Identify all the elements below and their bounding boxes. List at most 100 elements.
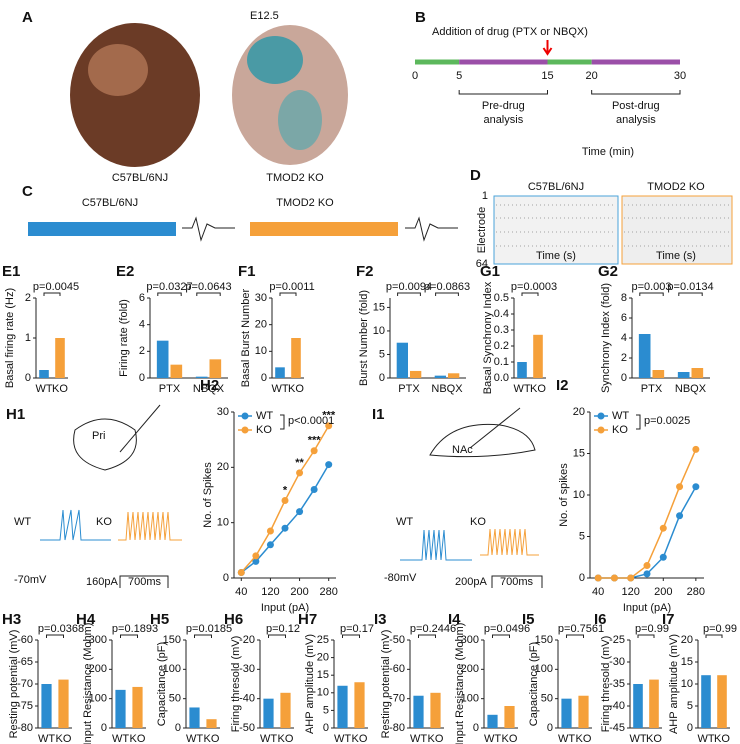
x-tick-label: KO — [576, 733, 592, 744]
y-axis-label: Capacitance (pF) — [528, 642, 540, 726]
legend-label: WT — [256, 410, 273, 422]
y-axis-label: Firing thresold (mV) — [230, 636, 242, 733]
bar — [206, 719, 217, 728]
panel-label: F2 — [356, 263, 374, 280]
point — [281, 497, 289, 505]
p-value: p=0.0327 — [146, 281, 192, 293]
y-tick-label: 0 — [101, 722, 107, 734]
bar — [410, 370, 422, 378]
point — [266, 541, 274, 549]
genotype: WT — [14, 516, 31, 528]
point — [659, 524, 667, 532]
significance-star: * — [283, 484, 288, 496]
x-tick-label: KO — [352, 733, 368, 744]
significance-bracket — [705, 634, 723, 638]
bar — [41, 684, 52, 728]
significance-bracket — [46, 634, 64, 638]
x-tick-label: PTX — [641, 383, 663, 395]
bar — [691, 368, 704, 378]
x-axis-label: Input (pA) — [623, 602, 671, 614]
bar — [430, 692, 441, 728]
y-axis-label: Input Resistance (Mohm) — [454, 623, 466, 744]
pre-label: analysis — [483, 114, 523, 126]
p-value: p=0.12 — [266, 623, 300, 635]
y-tick-label: -20 — [239, 634, 255, 646]
bar — [170, 364, 183, 378]
y-tick-label: 100 — [461, 693, 479, 705]
y-tick-label: 4 — [621, 332, 627, 344]
bar — [280, 692, 291, 728]
point — [627, 574, 635, 582]
bar — [55, 338, 65, 378]
y-tick-label: 0 — [579, 572, 585, 584]
y-tick-label: 200 — [89, 663, 107, 675]
bar — [701, 675, 711, 728]
y-tick-label: 150 — [163, 634, 181, 646]
significance-bracket — [280, 414, 285, 430]
bar — [649, 679, 659, 728]
x-axis-label: Input (pA) — [261, 602, 309, 614]
y-tick-label: -35 — [609, 678, 625, 690]
panel-label: I1 — [372, 406, 385, 423]
x-tick-label: KO — [714, 733, 730, 744]
time-tick: 20 — [586, 70, 598, 82]
legend-marker — [597, 426, 605, 434]
legend-marker — [241, 412, 249, 420]
y-axis-label: Basal Burst Number — [240, 288, 252, 387]
point — [594, 574, 602, 582]
y-tick-label: 10 — [317, 687, 329, 699]
bar — [717, 675, 727, 728]
bar — [396, 342, 408, 378]
point — [643, 570, 651, 578]
y-tick-label: 10 — [255, 345, 267, 357]
x-tick-label: WT — [35, 383, 52, 395]
y-tick-label: -40 — [239, 693, 255, 705]
y-tick-label: -50 — [389, 634, 405, 646]
raster-label: C57BL/6NJ — [528, 181, 584, 193]
y-axis-label: AHP amplitude (mV) — [668, 634, 680, 734]
y-tick-label: 6 — [621, 312, 627, 324]
x-tick-label: PTX — [398, 383, 420, 395]
bar — [504, 706, 515, 728]
panel-label: I7 — [662, 611, 675, 628]
spike-waveform — [405, 216, 458, 242]
y-tick-label: 10 — [681, 678, 693, 690]
significance-star: *** — [322, 410, 336, 422]
y-tick-label: 15 — [317, 669, 329, 681]
x-tick-label: KO — [530, 383, 546, 395]
p-value: p=0.0011 — [269, 281, 314, 293]
voltage-trace — [40, 509, 111, 541]
p-value: p=0.0025 — [644, 415, 690, 427]
y-tick-label: -70 — [17, 678, 33, 690]
scale-bar — [119, 575, 169, 588]
significance-bracket — [194, 634, 212, 638]
bar — [578, 695, 589, 728]
electrode — [469, 407, 521, 449]
x-tick-label: WT — [186, 733, 203, 744]
bar — [487, 714, 498, 728]
region-label: NAc — [452, 444, 473, 456]
bracket — [591, 90, 681, 95]
x-tick-label: WT — [112, 733, 129, 744]
significance-bracket — [157, 292, 182, 296]
p-value: p=0.99 — [635, 623, 669, 635]
legend-marker — [597, 412, 605, 420]
p-value: p=0.003 — [631, 281, 671, 293]
drug-note: Addition of drug (PTX or NBQX) — [432, 26, 588, 38]
y-axis-label: No. of spikes — [558, 463, 570, 527]
significance-bracket — [268, 634, 286, 638]
point — [310, 447, 318, 455]
bar — [156, 340, 169, 378]
trace-label: C57BL/6NJ — [82, 197, 138, 209]
significance-bracket — [636, 414, 641, 430]
panel-label: C — [22, 183, 33, 200]
significance-bracket — [566, 634, 584, 638]
panel-label: I5 — [522, 611, 535, 628]
y-tick-label: -50 — [239, 722, 255, 734]
voltage-trace — [118, 511, 182, 541]
spike-waveform — [182, 216, 235, 242]
panel-label: I3 — [374, 611, 387, 628]
scale-current: 200pA — [455, 576, 487, 588]
y-tick-label: 20 — [217, 461, 229, 473]
y-tick-label: -45 — [609, 722, 625, 734]
